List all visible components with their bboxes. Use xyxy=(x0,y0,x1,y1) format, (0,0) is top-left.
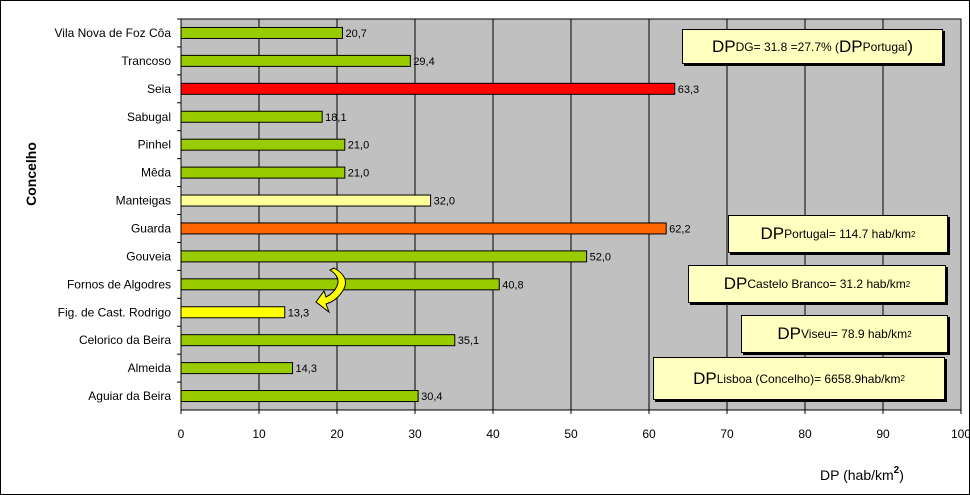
data-label: 14,3 xyxy=(296,363,317,375)
data-label: 35,1 xyxy=(458,335,479,347)
bar xyxy=(180,334,456,347)
dp-sup: 2 xyxy=(900,374,905,383)
x-tick-label: 100 xyxy=(951,427,970,441)
category-label: Aguiar da Beira xyxy=(88,389,171,403)
bar xyxy=(180,138,346,151)
dp-text: DP xyxy=(711,36,736,56)
category-label: Fornos de Algodres xyxy=(67,277,171,291)
dp-value: = 78.9 hab/km xyxy=(830,327,908,341)
bars xyxy=(180,26,676,403)
x-axis-title: DP (hab/km2) xyxy=(820,465,904,483)
x-tick-label: 30 xyxy=(408,427,422,441)
dp-sub: Castelo Branco xyxy=(747,277,830,291)
data-label: 63,3 xyxy=(678,84,699,96)
dp-value: = 31.2 hab/km xyxy=(829,277,906,291)
dp-text: DP xyxy=(777,324,801,343)
bar xyxy=(180,390,419,403)
annotation-dp-lisboa: DP Lisboa (Concelho) = 6658.9hab/km 2 xyxy=(653,357,945,400)
category-label: Pinhel xyxy=(138,138,171,152)
annotation-dp-castelo-branco: DP Castelo Branco = 31.2 hab/km 2 xyxy=(688,265,946,303)
dp-value: = 31.8 =27.7% ( xyxy=(753,39,840,54)
data-label: 18,1 xyxy=(325,112,346,124)
category-label: Gouveia xyxy=(126,249,171,263)
bar xyxy=(180,110,323,123)
data-label: 40,8 xyxy=(502,279,523,291)
dp-sub: Lisboa (Concelho) xyxy=(716,371,815,386)
bar xyxy=(180,82,676,95)
data-label: 13,3 xyxy=(288,307,309,319)
x-tick-label: 40 xyxy=(486,427,500,441)
dp-text: DP xyxy=(760,224,785,243)
x-tick-label: 70 xyxy=(720,427,734,441)
category-label: Vila Nova de Foz Côa xyxy=(54,26,171,40)
dp-sup: 2 xyxy=(911,229,916,239)
category-label: Fig. de Cast. Rodrigo xyxy=(58,305,172,319)
x-tick-label: 0 xyxy=(178,427,185,441)
x-tick-label: 60 xyxy=(642,427,656,441)
dp-sup: 2 xyxy=(905,279,911,289)
curved-arrow xyxy=(315,267,347,314)
x-axis-title-sup: 2 xyxy=(894,465,900,476)
curved-arrow-shape xyxy=(315,267,347,314)
category-label: Celorico da Beira xyxy=(79,333,171,347)
category-label: Mêda xyxy=(141,166,171,180)
dp-value: = 114.7 hab/km xyxy=(828,227,912,241)
data-label: 21,0 xyxy=(348,140,369,152)
data-label: 20,7 xyxy=(345,28,366,40)
bar xyxy=(180,306,286,319)
dp-text-2: DP xyxy=(839,36,863,56)
x-tick-label: 50 xyxy=(564,427,578,441)
bar xyxy=(180,166,346,179)
dp-end: ) xyxy=(907,36,914,56)
dp-sub: Viseu xyxy=(800,327,831,341)
dp-text: DP xyxy=(693,368,717,388)
bar xyxy=(180,194,432,207)
data-label: 21,0 xyxy=(348,168,369,180)
data-label: 62,2 xyxy=(669,223,690,235)
y-axis-title: Concelho xyxy=(23,142,39,206)
dp-value: = 6658.9hab/km xyxy=(814,371,901,386)
category-label: Almeida xyxy=(128,361,172,375)
x-axis-title-end: ) xyxy=(899,467,904,483)
x-tick-label: 90 xyxy=(876,427,890,441)
category-label: Guarda xyxy=(131,221,171,235)
x-tick-label: 20 xyxy=(330,427,344,441)
category-label: Trancoso xyxy=(121,54,171,68)
bar xyxy=(180,26,343,39)
annotation-dp-portugal: DP Portugal = 114.7 hab/km 2 xyxy=(728,215,948,253)
annotation-dp-viseu: DP Viseu = 78.9 hab/km 2 xyxy=(741,315,948,353)
x-tick-label: 80 xyxy=(798,427,812,441)
data-label: 32,0 xyxy=(434,196,455,208)
bar xyxy=(180,54,411,67)
dp-sup: 2 xyxy=(907,329,912,339)
dp-sub: DG xyxy=(735,39,754,54)
bar xyxy=(180,250,588,263)
category-label: Sabugal xyxy=(127,110,171,124)
bar xyxy=(180,222,667,235)
x-axis-title-main: DP (hab/km xyxy=(820,467,894,483)
dp-sub: Portugal xyxy=(784,227,829,241)
bar xyxy=(180,362,294,375)
category-label: Seia xyxy=(147,82,171,96)
labels: 0 10 20 30 40 50 60 70 80 90 100 Vila Nova de Foz C… xyxy=(54,26,970,441)
data-label: 30,4 xyxy=(421,391,442,403)
annotation-dp-dg: DP DG = 31.8 =27.7% ( DP Portugal) xyxy=(682,29,943,64)
x-tick-label: 10 xyxy=(252,427,266,441)
dp-sub-2: Portugal xyxy=(862,39,908,54)
dp-text: DP xyxy=(723,274,748,293)
data-label: 52,0 xyxy=(590,251,611,263)
data-label: 29,4 xyxy=(413,56,434,68)
category-label: Manteigas xyxy=(116,194,171,208)
